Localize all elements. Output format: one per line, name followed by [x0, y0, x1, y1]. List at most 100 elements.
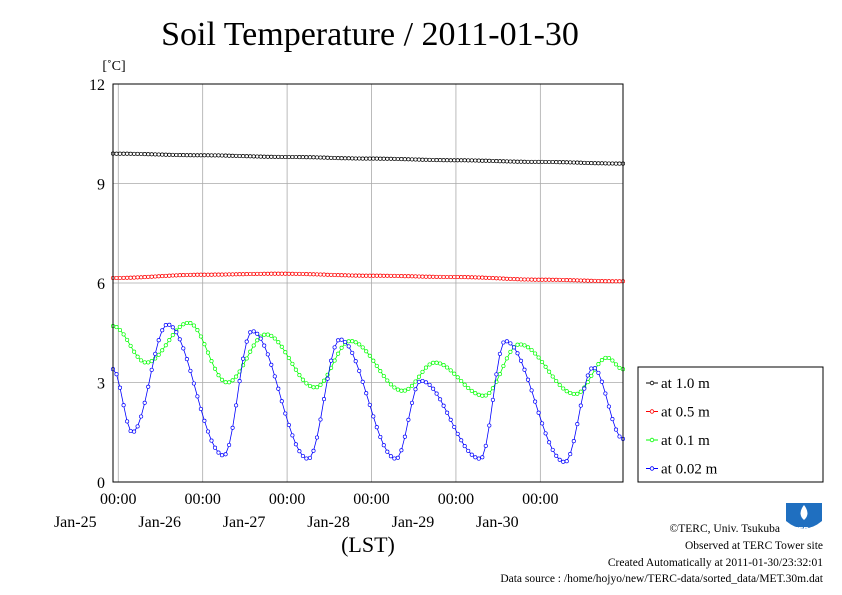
data-point [346, 156, 351, 161]
data-point [188, 321, 193, 326]
x-tick-date-label: Jan-27 [223, 514, 266, 531]
data-point [406, 274, 411, 279]
data-point [525, 345, 531, 350]
data-point [121, 151, 126, 156]
data-point [452, 424, 457, 430]
data-point [188, 153, 193, 158]
data-point [244, 154, 249, 159]
data-point [191, 381, 196, 386]
data-point [314, 435, 320, 440]
data-point [286, 154, 291, 160]
data-point [311, 385, 316, 390]
data-point [462, 382, 467, 387]
data-point [332, 345, 337, 350]
data-point [251, 343, 256, 348]
data-point [445, 365, 450, 370]
data-point [423, 365, 429, 370]
data-point [244, 272, 249, 277]
data-point [564, 459, 569, 464]
data-point [561, 160, 566, 165]
data-point [487, 158, 492, 163]
data-point [223, 380, 228, 385]
data-point [205, 429, 211, 434]
legend-swatch-marker [649, 466, 655, 471]
data-point [357, 273, 362, 278]
data-point [255, 271, 260, 276]
data-point [448, 368, 453, 373]
data-point [554, 453, 559, 458]
data-point [501, 159, 506, 164]
data-point [483, 275, 488, 280]
legend-swatch-marker [649, 437, 655, 443]
data-point [230, 425, 235, 430]
copyright-text: ©TERC, Univ. Tsukuba [670, 523, 780, 535]
legend-box [637, 366, 824, 483]
data-point [494, 276, 499, 281]
data-point [290, 361, 295, 366]
y-tick-label: 9 [97, 177, 105, 194]
data-point [163, 323, 168, 328]
y-axis-unit-label: [˚C] [102, 59, 125, 74]
data-point [314, 385, 320, 390]
data-point [132, 429, 137, 434]
data-point [318, 272, 323, 277]
data-point [321, 272, 327, 277]
data-point [564, 160, 569, 165]
y-tick-label: 6 [97, 276, 105, 293]
data-point [195, 272, 200, 277]
data-point [276, 154, 281, 159]
data-point [251, 329, 256, 334]
data-point [265, 352, 270, 357]
data-point [149, 367, 154, 372]
data-point [455, 158, 460, 163]
data-point [445, 274, 450, 280]
data-point [332, 272, 337, 278]
data-point [258, 154, 263, 159]
data-point [448, 274, 453, 280]
data-point [283, 411, 288, 416]
data-point [603, 391, 608, 396]
data-point [522, 159, 527, 164]
data-point [251, 154, 256, 159]
data-point [511, 277, 517, 282]
data-point [237, 379, 242, 384]
data-point [589, 366, 594, 371]
y-tick-label: 3 [97, 376, 105, 393]
data-point [399, 448, 404, 453]
data-point [420, 157, 425, 162]
data-point [462, 275, 467, 280]
data-point [269, 154, 274, 159]
data-point [304, 456, 309, 461]
data-point [529, 388, 534, 393]
x-tick-date-label: Jan-29 [392, 514, 435, 531]
data-point [606, 355, 611, 361]
data-point [599, 358, 604, 363]
data-point [297, 155, 302, 160]
data-point [251, 271, 256, 277]
data-point [427, 274, 432, 279]
data-point [149, 274, 154, 279]
data-point [378, 273, 383, 278]
data-point [318, 382, 323, 387]
data-point [121, 403, 126, 408]
data-point [307, 383, 313, 389]
data-point [125, 275, 130, 280]
data-point [529, 159, 534, 164]
data-point [234, 403, 239, 408]
data-point [420, 378, 425, 384]
data-point [441, 403, 446, 408]
data-point [385, 378, 390, 383]
data-point [329, 272, 334, 277]
data-point [219, 377, 225, 382]
data-point [195, 153, 200, 158]
data-point [125, 151, 130, 156]
data-point [293, 442, 298, 447]
data-point [212, 272, 218, 277]
data-point [483, 443, 488, 448]
data-point [374, 425, 379, 430]
x-tick-time-label: 00:00 [184, 491, 220, 508]
data-point [227, 442, 232, 448]
data-point [170, 273, 175, 278]
data-point [575, 422, 580, 427]
